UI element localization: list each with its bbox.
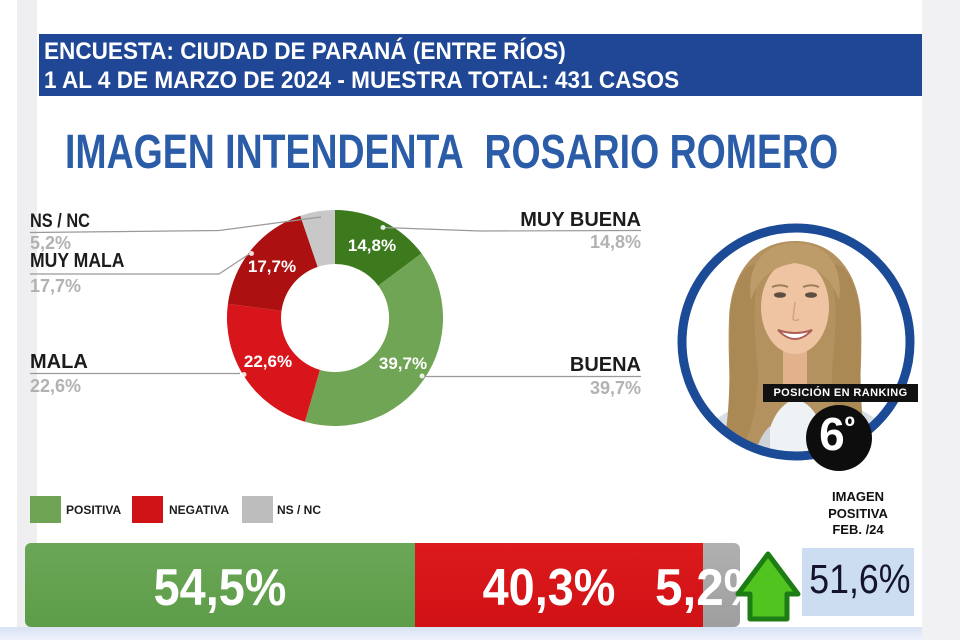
- svg-text:39,7%: 39,7%: [379, 354, 427, 373]
- svg-text:17,7%: 17,7%: [248, 257, 296, 276]
- svg-text:14,8%: 14,8%: [348, 236, 396, 255]
- svg-text:22,6%: 22,6%: [244, 352, 292, 371]
